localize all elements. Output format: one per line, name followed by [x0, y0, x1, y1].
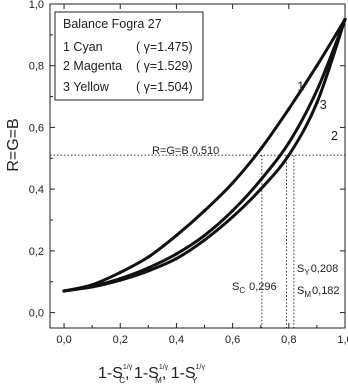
series-3-point — [202, 233, 207, 238]
plot-frame — [49, 3, 346, 329]
marker-annotation-m: SM0,182 — [297, 285, 340, 299]
series-1-point — [259, 147, 263, 151]
series-3-point — [315, 88, 319, 92]
x-tick-label: 0,0 — [56, 334, 71, 346]
legend-box — [54, 11, 204, 101]
legend-entry-yellow: 3 Yellow — [63, 80, 110, 94]
series-2-point — [231, 215, 235, 219]
y-axis-label: R=G=B — [5, 118, 22, 171]
y-axis-ticks: 0,0 0,2 0,4 0,6 0,8 1,0 — [29, 0, 345, 320]
series-curves — [62, 17, 347, 293]
series-2-point — [287, 153, 291, 157]
y-tick-label: 0,0 — [29, 308, 44, 320]
curve-label-1: 1 — [297, 79, 304, 93]
x-tick-label: 0,8 — [281, 334, 296, 346]
y-tick-label: 0,6 — [29, 122, 44, 134]
legend-title: Balance Fogra 27 — [63, 17, 162, 31]
y-tick-label: 0,2 — [29, 246, 44, 258]
series-1-point — [174, 233, 179, 238]
series-2-point — [90, 285, 94, 289]
series-1-point — [315, 64, 319, 68]
x-axis-ticks: 0,0 0,2 0,4 0,6 0,8 1,0 — [56, 4, 348, 346]
reference-line-label: R=G=B 0,510 — [152, 145, 219, 157]
legend-entry-magenta: 2 Magenta — [63, 59, 122, 73]
series-3-point — [231, 209, 235, 213]
marker-annotation-y: SY0,208 — [297, 263, 338, 277]
curve-label-2: 2 — [331, 129, 338, 143]
series-1-point — [146, 255, 150, 259]
curve-label-3: 3 — [320, 98, 327, 112]
series-2-point — [315, 101, 319, 105]
series-2-point — [343, 17, 347, 22]
series-2-point — [174, 256, 179, 261]
legend-gamma-magenta: ( γ=1.529) — [136, 59, 193, 73]
series-2-point — [259, 187, 263, 191]
x-tick-label: 1,0 — [337, 334, 348, 346]
y-tick-label: 0,8 — [29, 61, 44, 73]
series-2-point — [62, 289, 66, 293]
series-1-point — [118, 270, 122, 275]
series-2-point — [146, 269, 150, 273]
legend-entry-cyan: 1 Cyan — [63, 40, 103, 54]
series-1-point — [231, 181, 235, 185]
series-1-point — [202, 209, 207, 213]
y-tick-label: 1,0 — [29, 0, 44, 11]
x-axis-label: 1-S1/γ C, 1-S1/γ M, 1-S1/γ Y — [98, 364, 205, 385]
y-tick-label: 0,4 — [29, 184, 44, 196]
x-tick-label: 0,6 — [225, 334, 240, 346]
reference-lines — [50, 154, 345, 328]
legend-gamma-yellow: ( γ=1.504) — [136, 80, 193, 94]
series-2-point — [118, 278, 122, 282]
series-1-point — [287, 107, 291, 111]
x-tick-label: 0,4 — [169, 334, 184, 346]
legend-gamma-cyan: ( γ=1.475) — [136, 40, 193, 54]
series-3-point — [146, 266, 150, 270]
marker-annotation-c: SC 0,296 — [232, 281, 277, 295]
legend: Balance Fogra 27 1 Cyan ( γ=1.475) 2 Mag… — [54, 11, 204, 101]
series-3-point — [287, 141, 291, 145]
series-3-point — [174, 252, 179, 256]
x-tick-label: 0,2 — [113, 334, 128, 346]
series-2-point — [202, 238, 207, 242]
series-3-point — [259, 178, 263, 182]
